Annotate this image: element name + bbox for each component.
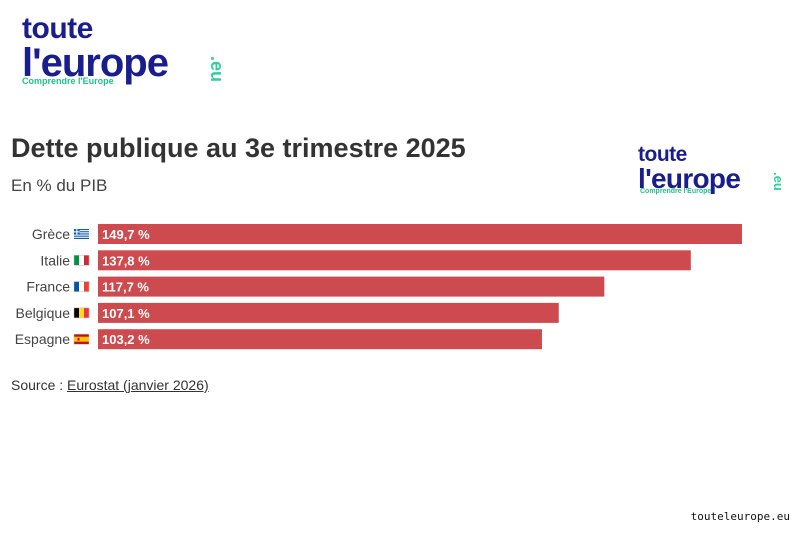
chart-subtitle: En % du PIB — [11, 176, 108, 195]
bar-value-label: 107,1 % — [102, 306, 150, 321]
logo-tagline: Comprendre l'Europe — [22, 76, 114, 86]
chart-logo: toute l'europe .eu Comprendre l'Europe — [638, 144, 788, 200]
chart-logo-line1: toute — [638, 143, 687, 166]
source-link[interactable]: Eurostat (janvier 2026) — [67, 377, 209, 393]
bar-value-label: 149,7 % — [102, 227, 150, 242]
bar-value-label: 103,2 % — [102, 332, 150, 347]
france-flag-icon — [73, 281, 90, 292]
bar — [98, 276, 605, 297]
bar — [98, 302, 559, 323]
logo: toute l'europe .eu Comprendre l'Europe — [22, 12, 227, 94]
bar — [98, 329, 542, 350]
category-label: Grèce — [32, 226, 70, 242]
belgium-flag-icon — [73, 307, 90, 319]
footer-url: touteleurope.eu — [690, 510, 790, 523]
source: Source : Eurostat (janvier 2026) — [11, 377, 209, 393]
chart-logo-line2: l'europe — [638, 163, 741, 194]
source-prefix: Source : — [11, 377, 68, 393]
bar — [98, 250, 691, 271]
bar-value-label: 117,7 % — [102, 280, 149, 295]
bar-chart: 149,7 % Grèce 137,8 % Italie 117,7 % France 10… — [15, 224, 742, 350]
greece-flag-icon — [74, 229, 89, 239]
logo-eu: .eu — [207, 56, 227, 83]
category-label: Belgique — [16, 305, 71, 321]
category-label: Italie — [40, 252, 70, 268]
logo-line1: toute — [22, 12, 93, 45]
chart-logo-tagline: Comprendre l'Europe — [640, 188, 712, 195]
chart-title: Dette publique au 3e trimestre 2025 — [11, 133, 466, 163]
bar — [98, 224, 742, 244]
spain-flag-icon — [73, 333, 90, 345]
category-label: France — [26, 279, 70, 295]
italy-flag-icon — [73, 255, 90, 266]
logo-line2: l'europe — [22, 41, 169, 85]
chart-logo-eu: .eu — [771, 172, 786, 191]
bar-value-label: 137,8 % — [102, 253, 150, 268]
category-label: Espagne — [15, 331, 70, 347]
